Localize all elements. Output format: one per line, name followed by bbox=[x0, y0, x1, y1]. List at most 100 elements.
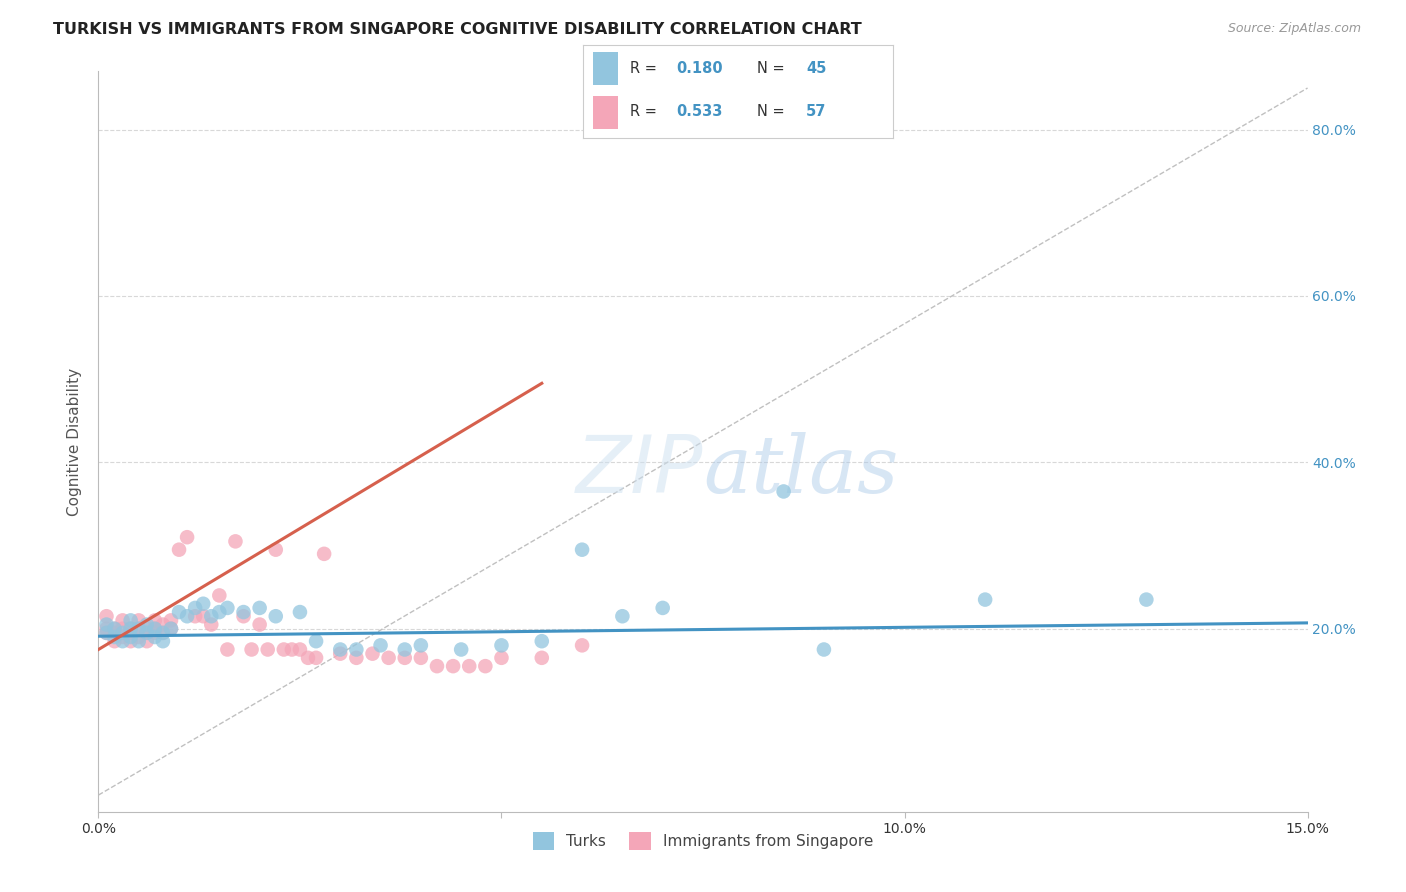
Text: 45: 45 bbox=[806, 61, 827, 76]
Point bbox=[217, 642, 239, 657]
Point bbox=[217, 601, 239, 615]
Text: 0.533: 0.533 bbox=[676, 104, 723, 119]
Point bbox=[135, 625, 157, 640]
Point bbox=[772, 484, 794, 499]
Point bbox=[651, 601, 673, 615]
Point bbox=[200, 609, 222, 624]
Point bbox=[135, 622, 157, 636]
Point bbox=[160, 622, 183, 636]
Point bbox=[813, 642, 835, 657]
Point bbox=[111, 634, 134, 648]
Text: R =: R = bbox=[630, 104, 661, 119]
Point bbox=[409, 638, 432, 652]
Point bbox=[377, 650, 399, 665]
Point bbox=[1135, 592, 1157, 607]
Point bbox=[458, 659, 481, 673]
Text: N =: N = bbox=[756, 104, 789, 119]
Point bbox=[305, 650, 328, 665]
Bar bbox=[593, 52, 617, 85]
Point bbox=[612, 609, 634, 624]
Point bbox=[152, 625, 174, 640]
Point bbox=[176, 530, 198, 544]
Point bbox=[143, 622, 166, 636]
Point bbox=[143, 630, 166, 644]
Point bbox=[394, 650, 416, 665]
Point bbox=[167, 542, 190, 557]
Point bbox=[96, 609, 118, 624]
Point bbox=[571, 542, 593, 557]
Point bbox=[305, 634, 328, 648]
Point bbox=[491, 650, 513, 665]
Point bbox=[152, 625, 174, 640]
Point bbox=[491, 638, 513, 652]
Point bbox=[288, 642, 311, 657]
Point bbox=[120, 622, 142, 636]
Point bbox=[143, 622, 166, 636]
Point bbox=[208, 605, 231, 619]
Point bbox=[111, 622, 134, 636]
Legend: Turks, Immigrants from Singapore: Turks, Immigrants from Singapore bbox=[527, 826, 879, 856]
Point bbox=[441, 659, 464, 673]
Point bbox=[426, 659, 449, 673]
Point bbox=[135, 625, 157, 640]
Point bbox=[103, 622, 125, 636]
Point bbox=[103, 634, 125, 648]
Point bbox=[128, 630, 150, 644]
Point bbox=[193, 597, 215, 611]
Point bbox=[329, 642, 352, 657]
Point bbox=[143, 625, 166, 640]
Point bbox=[208, 589, 231, 603]
Point bbox=[974, 592, 997, 607]
Text: 57: 57 bbox=[806, 104, 827, 119]
Point bbox=[96, 625, 118, 640]
Point bbox=[264, 542, 287, 557]
Point bbox=[128, 614, 150, 628]
Point bbox=[128, 622, 150, 636]
Point bbox=[128, 622, 150, 636]
Point bbox=[571, 638, 593, 652]
Point bbox=[232, 605, 254, 619]
Point bbox=[152, 617, 174, 632]
Point bbox=[256, 642, 278, 657]
Point bbox=[135, 634, 157, 648]
Point bbox=[152, 634, 174, 648]
Point bbox=[103, 622, 125, 636]
Point bbox=[135, 617, 157, 632]
Point bbox=[176, 609, 198, 624]
Point bbox=[111, 630, 134, 644]
Point bbox=[344, 650, 367, 665]
Point bbox=[120, 614, 142, 628]
Point bbox=[193, 609, 215, 624]
Point bbox=[120, 634, 142, 648]
Text: TURKISH VS IMMIGRANTS FROM SINGAPORE COGNITIVE DISABILITY CORRELATION CHART: TURKISH VS IMMIGRANTS FROM SINGAPORE COG… bbox=[53, 22, 862, 37]
Point bbox=[128, 634, 150, 648]
Point bbox=[240, 642, 263, 657]
Y-axis label: Cognitive Disability: Cognitive Disability bbox=[67, 368, 83, 516]
Point bbox=[96, 617, 118, 632]
Point bbox=[120, 625, 142, 640]
Point bbox=[167, 605, 190, 619]
Point bbox=[232, 609, 254, 624]
Point bbox=[103, 630, 125, 644]
Text: Source: ZipAtlas.com: Source: ZipAtlas.com bbox=[1227, 22, 1361, 36]
Bar bbox=[593, 96, 617, 129]
Point bbox=[409, 650, 432, 665]
Point bbox=[273, 642, 295, 657]
Point bbox=[249, 601, 271, 615]
Point bbox=[184, 609, 207, 624]
Point bbox=[96, 622, 118, 636]
Point bbox=[264, 609, 287, 624]
Point bbox=[474, 659, 496, 673]
Text: atlas: atlas bbox=[703, 433, 898, 510]
Point bbox=[184, 601, 207, 615]
Point bbox=[111, 614, 134, 628]
Point bbox=[450, 642, 472, 657]
Point bbox=[200, 617, 222, 632]
Text: 0.180: 0.180 bbox=[676, 61, 723, 76]
Point bbox=[111, 625, 134, 640]
Point bbox=[297, 650, 319, 665]
Point bbox=[281, 642, 304, 657]
Point bbox=[344, 642, 367, 657]
Point bbox=[314, 547, 336, 561]
Point bbox=[120, 622, 142, 636]
